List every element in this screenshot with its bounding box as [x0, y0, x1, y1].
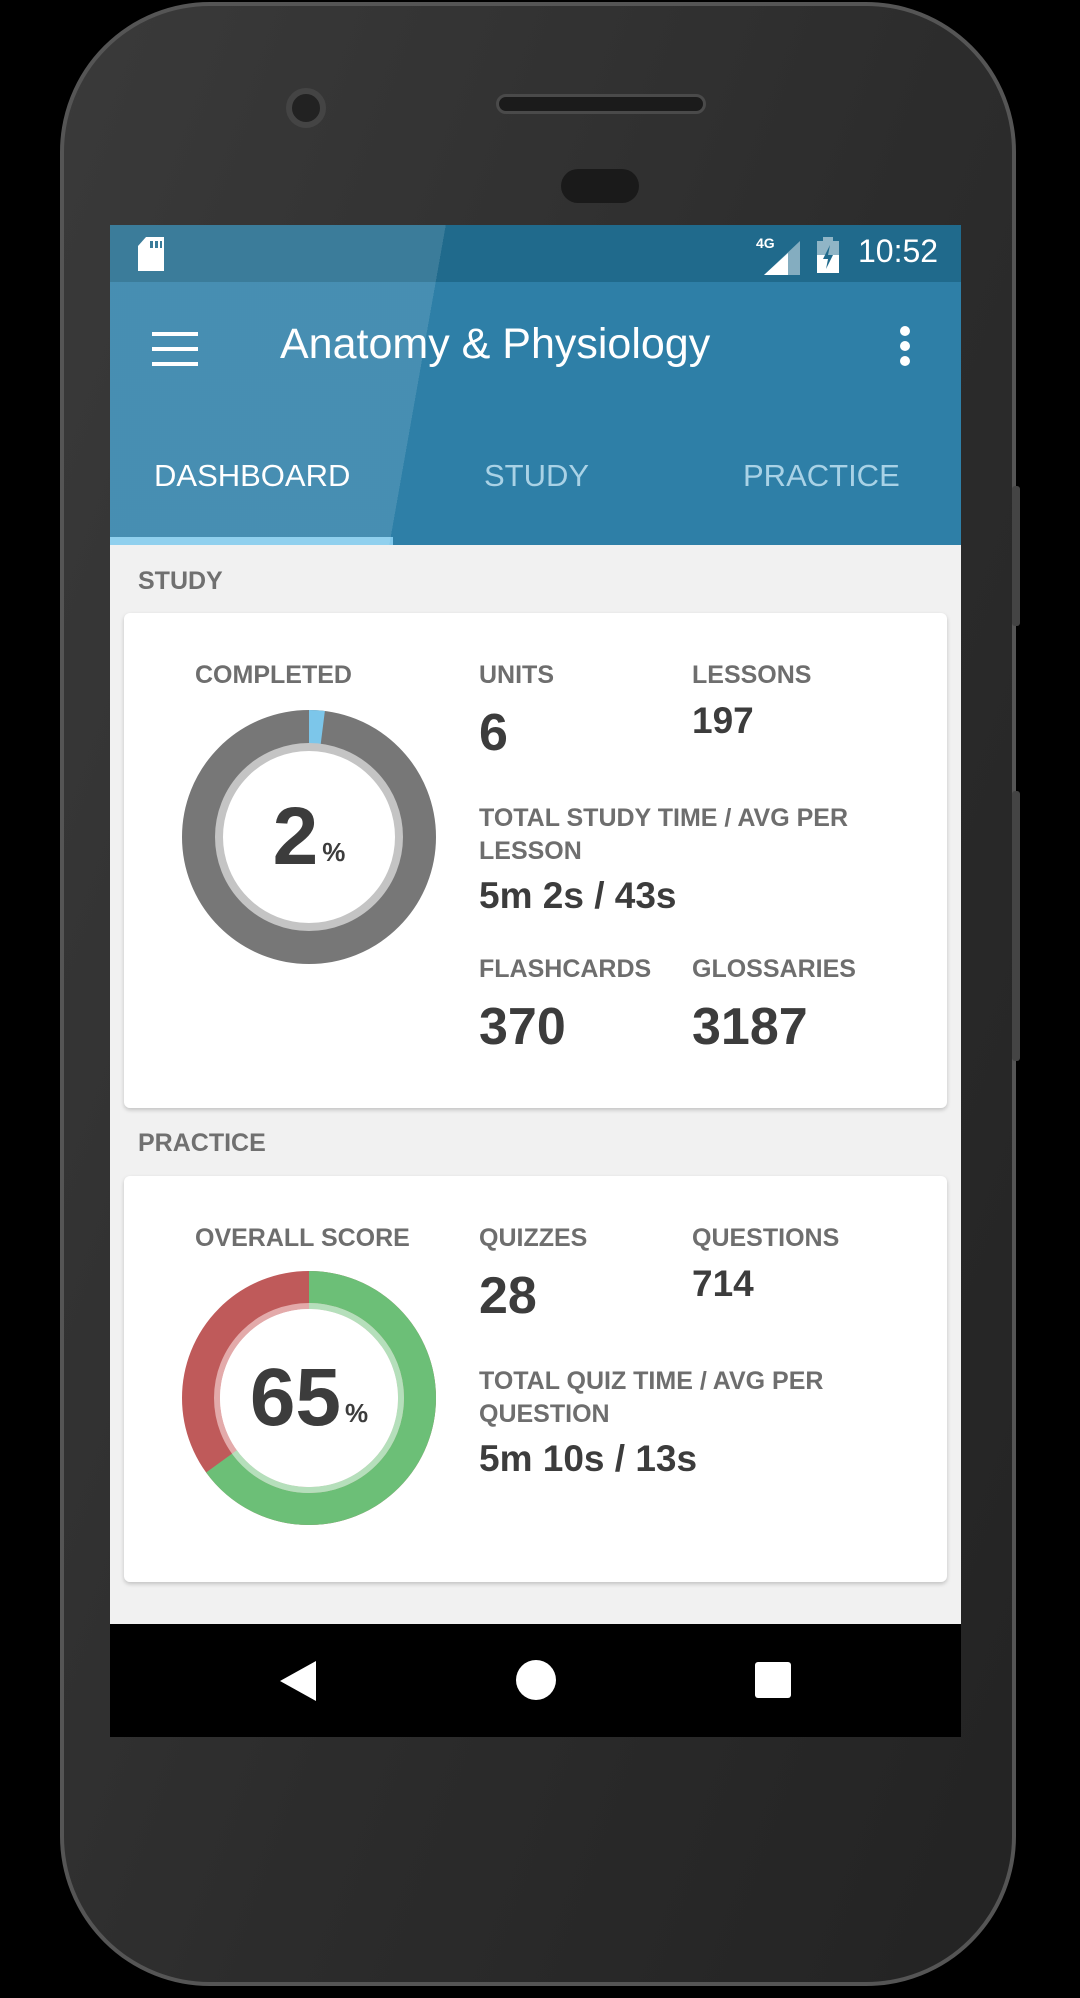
proximity-sensor: [561, 169, 639, 203]
tab-study[interactable]: STUDY: [484, 458, 590, 493]
questions-value: 714: [692, 1263, 754, 1304]
app-bar: Anatomy & Physiology DASHBOARD STUDY PRA…: [110, 282, 961, 545]
score-unit: %: [345, 1397, 369, 1428]
more-vert-icon[interactable]: [900, 326, 910, 366]
completed-label: COMPLETED: [195, 661, 352, 689]
glossaries-label: GLOSSARIES: [692, 955, 856, 983]
flashcards-value: 370: [479, 998, 566, 1056]
status-bar: 4G 10:52: [110, 225, 961, 282]
power-button: [1012, 486, 1020, 626]
home-icon[interactable]: [516, 1660, 556, 1700]
donut-center: [220, 1309, 398, 1487]
completed-unit: %: [322, 836, 346, 867]
donut-progress: [182, 710, 436, 964]
lessons-label: LESSONS: [692, 661, 812, 689]
flashcards-label: FLASHCARDS: [479, 955, 652, 983]
overall-score-label: OVERALL SCORE: [195, 1224, 410, 1252]
practice-section-label: PRACTICE: [138, 1129, 266, 1157]
donut-inner-correct: [214, 1303, 404, 1493]
signal-icon: [764, 241, 800, 275]
recents-icon[interactable]: [755, 1662, 791, 1698]
study-card[interactable]: COMPLETED 2 % UNITS 6 LESSONS 197 TOTAL …: [124, 613, 947, 1108]
score-donut: [182, 1271, 436, 1525]
score-value: 65: [249, 1352, 342, 1443]
quizzes-label: QUIZZES: [479, 1224, 588, 1252]
units-value: 6: [479, 704, 508, 762]
study-time-label: TOTAL STUDY TIME / AVG PER LESSON: [479, 804, 849, 865]
front-camera: [286, 88, 326, 128]
back-icon[interactable]: [280, 1661, 316, 1701]
practice-card[interactable]: OVERALL SCORE 65 % QUIZZES 28 QUESTIONS …: [124, 1176, 947, 1582]
app-title: Anatomy & Physiology: [280, 320, 711, 368]
network-type: 4G: [756, 235, 775, 251]
sd-card-icon: [138, 237, 164, 271]
earpiece-speaker: [496, 94, 706, 114]
quiz-time-label: TOTAL QUIZ TIME / AVG PER QUESTION: [479, 1367, 824, 1428]
screen: 4G 10:52 Anatomy & Physiology DASHBOARD …: [110, 225, 961, 1737]
completed-value: 2: [272, 791, 319, 882]
quiz-time-value: 5m 10s / 13s: [479, 1438, 698, 1479]
units-label: UNITS: [479, 661, 554, 689]
study-time-value: 5m 2s / 43s: [479, 875, 677, 916]
tab-indicator: [110, 537, 393, 545]
tab-dashboard[interactable]: DASHBOARD: [154, 458, 351, 493]
tab-practice[interactable]: PRACTICE: [743, 458, 900, 493]
clock: 10:52: [858, 233, 939, 269]
quizzes-value: 28: [479, 1267, 537, 1325]
navigation-bar: [110, 1624, 961, 1737]
donut-inner-ring: [215, 743, 403, 931]
completed-donut: [182, 710, 436, 964]
lessons-value: 197: [692, 700, 754, 741]
donut-correct: [182, 1271, 436, 1525]
volume-button: [1012, 791, 1020, 1061]
hamburger-icon[interactable]: [152, 332, 198, 366]
questions-label: QUESTIONS: [692, 1224, 840, 1252]
battery-charging-icon: [817, 237, 839, 273]
study-section-label: STUDY: [138, 567, 223, 595]
glossaries-value: 3187: [692, 998, 808, 1056]
